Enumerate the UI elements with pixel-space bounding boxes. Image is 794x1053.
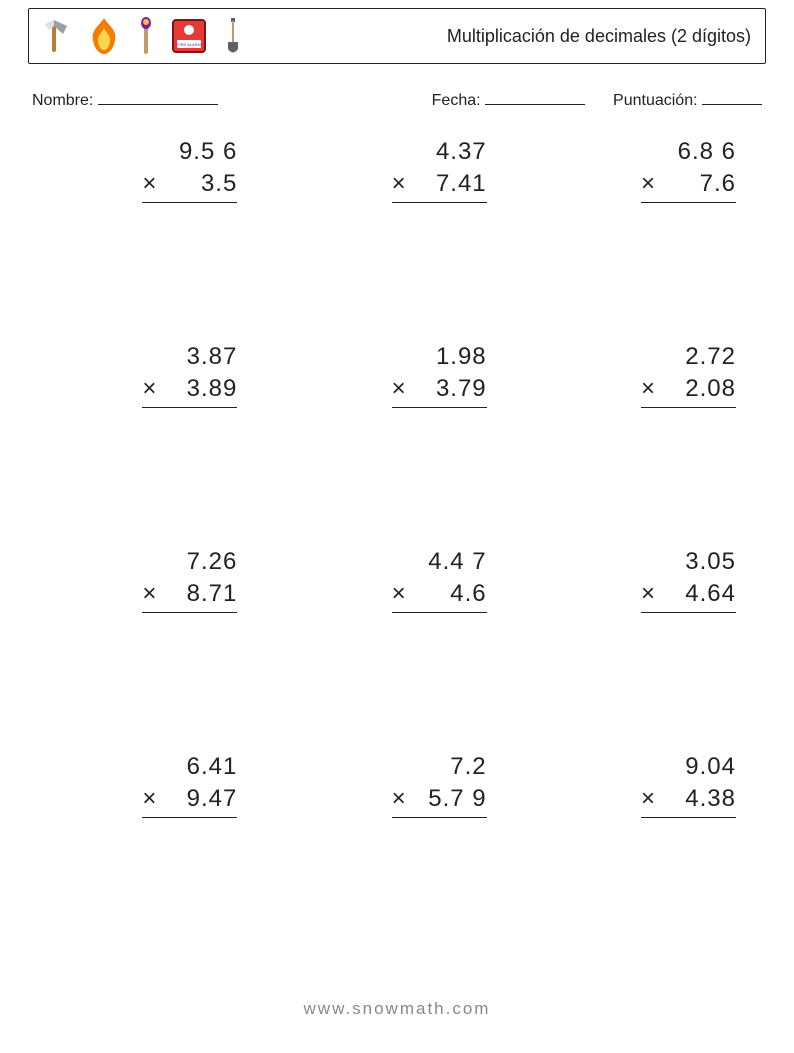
multiplier: 3.79: [427, 373, 487, 405]
operator: ×: [392, 783, 407, 815]
meta-row: Nombre: Fecha: Puntuación:: [28, 88, 766, 110]
multiplier: 8.71: [177, 578, 237, 610]
multiplication-problem: 2.72 × 2.08: [641, 341, 736, 408]
multiplicand: 4.4 7: [427, 546, 487, 578]
multiplicand: 4.37: [427, 136, 487, 168]
problem-cell: 7.2 × 5.7 9: [307, 745, 486, 920]
problem-cell: 2.72 × 2.08: [557, 335, 736, 510]
multiplicand: 9.5 6: [177, 136, 237, 168]
multiplication-problem: 6.8 6 × 7.6: [641, 136, 736, 203]
multiplication-problem: 7.2 × 5.7 9: [392, 751, 487, 818]
operator: ×: [641, 373, 656, 405]
multiplicand: 6.8 6: [676, 136, 736, 168]
rule-line: [641, 202, 736, 203]
worksheet-title: Multiplicación de decimales (2 dígitos): [447, 26, 751, 47]
operator: ×: [142, 578, 157, 610]
multiplier: 4.6: [427, 578, 487, 610]
multiplicand: 9.04: [676, 751, 736, 783]
multiplication-problem: 6.41 × 9.47: [142, 751, 237, 818]
rule-line: [641, 612, 736, 613]
rule-line: [392, 202, 487, 203]
multiplier: 7.6: [676, 168, 736, 200]
axe-icon: [39, 16, 71, 56]
name-blank: [98, 88, 218, 105]
multiplication-problem: 4.37 × 7.41: [392, 136, 487, 203]
name-label: Nombre:: [32, 92, 93, 109]
score-field: Puntuación:: [613, 88, 762, 110]
worksheet-page: FIRE ALARM Multiplicación de decimales (…: [0, 0, 794, 1053]
operator: ×: [392, 578, 407, 610]
multiplicand: 6.41: [177, 751, 237, 783]
multiplication-problem: 9.04 × 4.38: [641, 751, 736, 818]
score-blank: [702, 88, 762, 105]
score-label: Puntuación:: [613, 92, 698, 109]
multiplier: 4.64: [676, 578, 736, 610]
fire-alarm-icon: FIRE ALARM: [171, 16, 207, 56]
multiplicand: 7.26: [177, 546, 237, 578]
multiplier: 7.41: [427, 168, 487, 200]
problem-cell: 9.04 × 4.38: [557, 745, 736, 920]
rule-line: [392, 612, 487, 613]
operator: ×: [142, 168, 157, 200]
fire-icon: [87, 16, 121, 56]
problem-cell: 6.8 6 × 7.6: [557, 130, 736, 305]
rule-line: [142, 202, 237, 203]
date-blank: [485, 88, 585, 105]
operator: ×: [142, 373, 157, 405]
operator: ×: [641, 783, 656, 815]
multiplier: 3.89: [177, 373, 237, 405]
problem-cell: 9.5 6 × 3.5: [58, 130, 237, 305]
operator: ×: [392, 168, 407, 200]
multiplication-problem: 9.5 6 × 3.5: [142, 136, 237, 203]
operator: ×: [142, 783, 157, 815]
multiplication-problem: 1.98 × 3.79: [392, 341, 487, 408]
problem-cell: 6.41 × 9.47: [58, 745, 237, 920]
multiplicand: 3.05: [676, 546, 736, 578]
problem-cell: 3.05 × 4.64: [557, 540, 736, 715]
rule-line: [392, 817, 487, 818]
problem-cell: 1.98 × 3.79: [307, 335, 486, 510]
date-label: Fecha:: [432, 92, 481, 109]
multiplication-problem: 7.26 × 8.71: [142, 546, 237, 613]
footer-url: www.snowmath.com: [0, 999, 794, 1019]
multiplication-problem: 4.4 7 × 4.6: [392, 546, 487, 613]
svg-text:FIRE ALARM: FIRE ALARM: [177, 42, 201, 47]
problem-grid: 9.5 6 × 3.5 4.37 × 7.41 6.8 6 × 7.6 3.87 × 3.89 1.98…: [28, 130, 766, 920]
multiplicand: 1.98: [427, 341, 487, 373]
problem-cell: 3.87 × 3.89: [58, 335, 237, 510]
operator: ×: [641, 168, 656, 200]
multiplier: 2.08: [676, 373, 736, 405]
name-field: Nombre:: [32, 88, 218, 110]
rule-line: [641, 817, 736, 818]
header-banner: FIRE ALARM Multiplicación de decimales (…: [28, 8, 766, 64]
multiplier: 4.38: [676, 783, 736, 815]
rule-line: [392, 407, 487, 408]
problem-cell: 4.4 7 × 4.6: [307, 540, 486, 715]
multiplier: 3.5: [177, 168, 237, 200]
rule-line: [142, 612, 237, 613]
header-icons: FIRE ALARM: [39, 16, 243, 56]
multiplier: 9.47: [177, 783, 237, 815]
match-icon: [137, 16, 155, 56]
shovel-icon: [223, 16, 243, 56]
multiplicand: 3.87: [177, 341, 237, 373]
multiplier: 5.7 9: [427, 783, 487, 815]
operator: ×: [392, 373, 407, 405]
date-field: Fecha:: [432, 88, 585, 110]
operator: ×: [641, 578, 656, 610]
rule-line: [641, 407, 736, 408]
problem-cell: 7.26 × 8.71: [58, 540, 237, 715]
rule-line: [142, 817, 237, 818]
rule-line: [142, 407, 237, 408]
multiplicand: 2.72: [676, 341, 736, 373]
multiplicand: 7.2: [427, 751, 487, 783]
problem-cell: 4.37 × 7.41: [307, 130, 486, 305]
multiplication-problem: 3.05 × 4.64: [641, 546, 736, 613]
multiplication-problem: 3.87 × 3.89: [142, 341, 237, 408]
